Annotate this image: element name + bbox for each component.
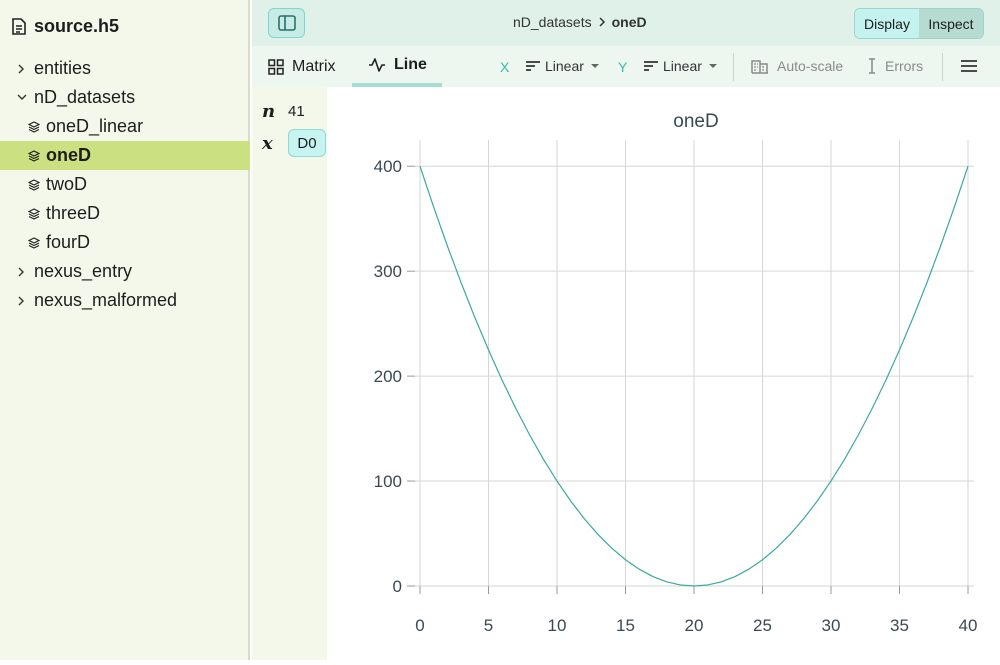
x-tick-label: 40 xyxy=(959,616,978,635)
tree-item-entities[interactable]: entities xyxy=(0,54,250,83)
y-tick-label: 400 xyxy=(374,157,402,176)
chevron-right-icon xyxy=(0,267,34,277)
tree-item-nd-datasets[interactable]: nD_datasets xyxy=(0,83,250,112)
file-title: source.h5 xyxy=(12,14,119,38)
tree-item-label: nD_datasets xyxy=(34,87,136,107)
tree-item-oned[interactable]: oneD xyxy=(0,141,250,170)
dim-size-row: n 41 xyxy=(262,101,305,122)
dim-size-label: n xyxy=(262,101,276,122)
tree-item-label: nexus_malformed xyxy=(34,290,178,310)
tree-item-label: twoD xyxy=(46,174,88,194)
explorer-sidebar: source.h5 entities nD_datasets oneD_linear… xyxy=(0,0,250,660)
x-tick-label: 20 xyxy=(685,616,704,635)
dim-size-value: 41 xyxy=(288,103,305,120)
x-tick-label: 30 xyxy=(822,616,841,635)
toolbar-divider xyxy=(942,53,943,81)
y-axis-label: Y xyxy=(618,59,628,75)
autoscale-label: Auto-scale xyxy=(777,58,844,74)
y-scale-value: Linear xyxy=(663,58,702,74)
tree-item-twod[interactable]: twoD xyxy=(0,170,250,199)
breadcrumb-current: oneD xyxy=(611,14,647,30)
sidebar-toggle-icon xyxy=(277,15,296,31)
x-tick-label: 0 xyxy=(415,616,424,635)
x-axis-label: X xyxy=(500,59,510,75)
file-name: source.h5 xyxy=(34,15,120,36)
activity-icon xyxy=(369,57,385,72)
chevron-down-icon xyxy=(0,93,34,103)
x-tick-label: 35 xyxy=(890,616,909,635)
tree-item-nexus-malformed[interactable]: nexus_malformed xyxy=(0,286,250,315)
sort-icon xyxy=(526,61,540,71)
caret-down-icon xyxy=(590,64,599,68)
grid-icon xyxy=(268,58,284,75)
dim-x-label: x xyxy=(262,132,273,154)
tree-item-label: oneD xyxy=(46,145,91,165)
tab-line[interactable]: Line xyxy=(352,46,442,87)
layers-icon xyxy=(28,178,46,191)
visualization-toolbar: Matrix Line X Linear Y Linear Auto-scale xyxy=(252,46,1000,87)
series-line-0 xyxy=(419,166,969,587)
hamburger-menu-icon xyxy=(961,60,977,72)
file-icon xyxy=(12,17,26,35)
y-tick-label: 0 xyxy=(393,577,402,596)
chevron-right-icon xyxy=(0,64,34,74)
x-tick-label: 10 xyxy=(548,616,567,635)
tree-item-nexus-entry[interactable]: nexus_entry xyxy=(0,257,250,286)
menu-button[interactable] xyxy=(960,58,978,79)
building-icon xyxy=(751,60,768,74)
autoscale-button[interactable]: Auto-scale xyxy=(751,58,843,74)
y-tick-label: 300 xyxy=(374,262,402,281)
mode-switch: Display Inspect xyxy=(854,8,984,39)
tab-matrix-label: Matrix xyxy=(292,57,336,75)
y-scale-select[interactable]: Linear xyxy=(643,58,724,74)
tab-matrix[interactable]: Matrix xyxy=(268,46,336,87)
tree-item-label: threeD xyxy=(46,203,101,223)
toolbar-divider xyxy=(733,53,734,81)
layers-icon xyxy=(28,207,46,220)
errors-label: Errors xyxy=(885,58,924,74)
tree-item-label: entities xyxy=(34,58,92,78)
x-tick-label: 25 xyxy=(753,616,772,635)
x-tick-label: 5 xyxy=(484,616,493,635)
dim-x-chip[interactable]: D0 xyxy=(288,129,326,157)
caret-down-icon xyxy=(708,64,717,68)
sort-icon xyxy=(644,61,658,71)
chevron-right-icon xyxy=(598,17,606,27)
tab-line-label: Line xyxy=(394,55,427,73)
x-scale-value: Linear xyxy=(545,58,584,74)
chart-title: oneD xyxy=(673,111,718,132)
y-tick-label: 200 xyxy=(374,367,402,386)
x-tick-label: 15 xyxy=(616,616,635,635)
error-bar-icon xyxy=(869,58,875,74)
tree-item-oned-linear[interactable]: oneD_linear xyxy=(0,112,250,141)
tree-item-label: fourD xyxy=(46,232,91,252)
layers-icon xyxy=(28,236,46,249)
line-chart: oneD 0 100 200 300 400 0 5 10 15 20 25 30 35 40 xyxy=(327,87,1000,660)
x-scale-select[interactable]: Linear xyxy=(525,58,606,74)
tree-item-fourd[interactable]: fourD xyxy=(0,228,250,257)
breadcrumb: nD_datasets oneD xyxy=(513,14,647,30)
errors-button[interactable]: Errors xyxy=(867,58,923,74)
top-bar: nD_datasets oneD Display Inspect xyxy=(252,0,1000,46)
y-tick-label: 100 xyxy=(374,472,402,491)
tree-item-label: nexus_entry xyxy=(34,261,133,281)
display-mode-button[interactable]: Display xyxy=(855,9,919,38)
dim-x-row: x D0 xyxy=(262,129,326,157)
layers-icon xyxy=(28,120,46,133)
chevron-right-icon xyxy=(0,296,34,306)
sidebar-toggle-button[interactable] xyxy=(268,8,305,38)
line-chart-svg[interactable]: oneD 0 100 200 300 400 0 5 10 15 20 25 30 35 40 xyxy=(327,87,1000,660)
layers-icon xyxy=(28,149,46,162)
inspect-mode-button[interactable]: Inspect xyxy=(919,9,983,38)
breadcrumb-parent[interactable]: nD_datasets xyxy=(513,14,592,30)
tree-item-threed[interactable]: threeD xyxy=(0,199,250,228)
tree-item-label: oneD_linear xyxy=(46,116,144,136)
dimension-mapper: n 41 x D0 xyxy=(252,87,327,660)
